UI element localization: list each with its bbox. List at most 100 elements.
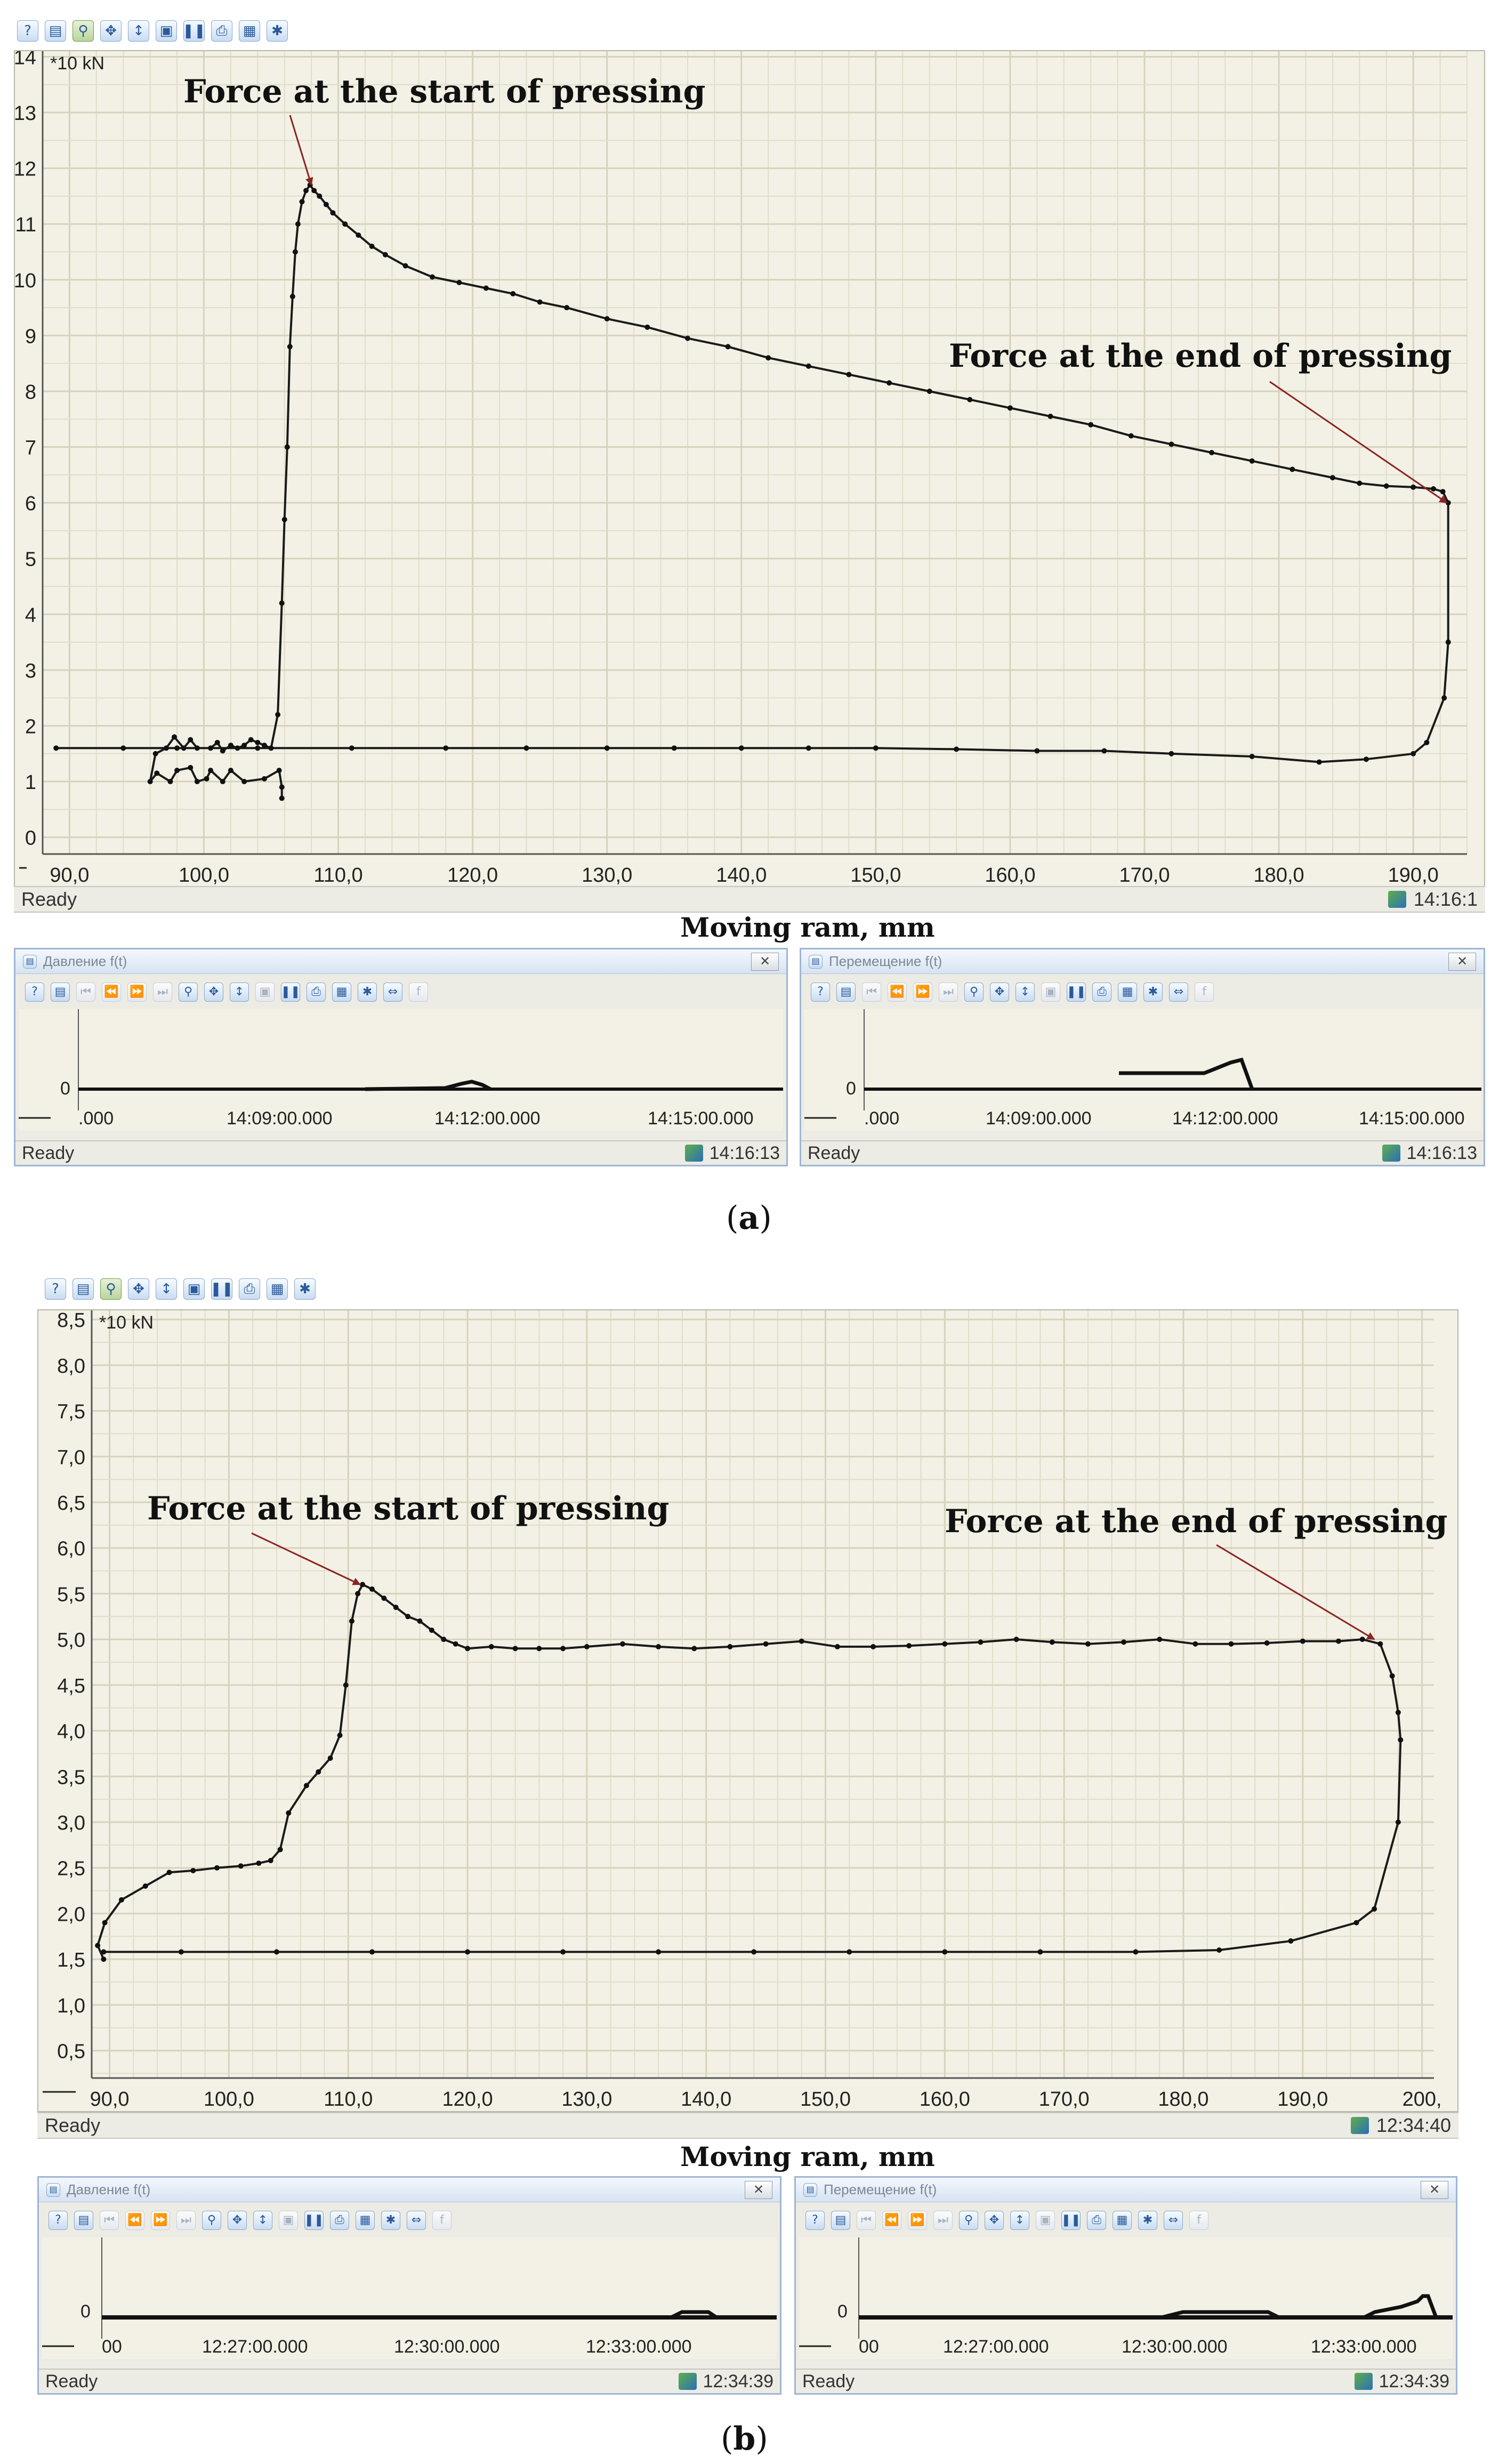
pause-icon[interactable]: ❚❚ bbox=[281, 983, 300, 1002]
zoom-icon[interactable]: ⚲ bbox=[959, 2211, 978, 2230]
function-icon[interactable]: f bbox=[432, 2211, 452, 2230]
scale-icon[interactable]: ↕ bbox=[1010, 2211, 1029, 2230]
zoom-icon[interactable]: ⚲ bbox=[72, 20, 94, 42]
properties-icon[interactable]: ▤ bbox=[831, 2211, 850, 2230]
last-icon[interactable]: ⏭ bbox=[939, 983, 958, 1002]
mini-plot[interactable]: 0 .000 14:09:00.000 14:12:00.000 14:15:0… bbox=[804, 1009, 1481, 1131]
forward-icon[interactable]: ⏩ bbox=[127, 983, 147, 1002]
fit-icon[interactable]: ▣ bbox=[1041, 983, 1060, 1002]
mini-window-displacement-b[interactable]: ▤ Перемещение f(t) ✕ ? ▤ ⏮ ⏪ ⏩ ⏭ ⚲ ✥ ↕ ▣ … bbox=[794, 2176, 1457, 2395]
pan-icon[interactable]: ✥ bbox=[128, 1278, 149, 1300]
settings-icon[interactable]: ✱ bbox=[358, 983, 377, 1002]
mini-window-displacement-a[interactable]: ▤ Перемещение f(t) ✕ ? ▤ ⏮ ⏪ ⏩ ⏭ ⚲ ✥ ↕ ▣ … bbox=[800, 948, 1485, 1166]
first-icon[interactable]: ⏮ bbox=[862, 983, 881, 1002]
pause-icon[interactable]: ❚❚ bbox=[1061, 2211, 1081, 2230]
help-icon[interactable]: ? bbox=[805, 2211, 825, 2230]
mini-plot[interactable]: 0 .000 14:09:00.000 14:12:00.000 14:15:0… bbox=[19, 1009, 783, 1131]
properties-icon[interactable]: ▤ bbox=[51, 983, 70, 1002]
settings-icon[interactable]: ✱ bbox=[381, 2211, 400, 2230]
tray-icon bbox=[678, 2373, 697, 2390]
properties-icon[interactable]: ▤ bbox=[74, 2211, 93, 2230]
help-icon[interactable]: ? bbox=[49, 2211, 68, 2230]
last-icon[interactable]: ⏭ bbox=[153, 983, 172, 1002]
mini-plot[interactable]: 0 00 12:27:00.000 12:30:00.000 12:33:00.… bbox=[799, 2237, 1453, 2359]
settings-icon[interactable]: ✱ bbox=[267, 20, 288, 42]
pause-icon[interactable]: ❚❚ bbox=[1067, 983, 1086, 1002]
settings-icon[interactable]: ✱ bbox=[1143, 983, 1163, 1002]
export-icon[interactable]: ▦ bbox=[267, 1278, 288, 1300]
settings-icon[interactable]: ✱ bbox=[1138, 2211, 1157, 2230]
rewind-icon[interactable]: ⏪ bbox=[882, 2211, 901, 2230]
first-icon[interactable]: ⏮ bbox=[76, 983, 95, 1002]
settings-icon[interactable]: ✱ bbox=[294, 1278, 316, 1300]
help-icon[interactable]: ? bbox=[17, 20, 38, 42]
forward-icon[interactable]: ⏩ bbox=[913, 983, 932, 1002]
print-icon[interactable]: ⎙ bbox=[1087, 2211, 1106, 2230]
mini-window-pressure-b[interactable]: ▤ Давление f(t) ✕ ? ▤ ⏮ ⏪ ⏩ ⏭ ⚲ ✥ ↕ ▣ ❚❚ … bbox=[37, 2176, 781, 2395]
data-point bbox=[1101, 748, 1107, 754]
pause-icon[interactable]: ❚❚ bbox=[182, 20, 206, 42]
chart-a[interactable]: 0 1 2 3 4 5 6 7 8 9 10 11 12 13 14 90,0 100,0 110,0 120,0 1… bbox=[14, 50, 1485, 887]
function-icon[interactable]: f bbox=[409, 983, 428, 1002]
marker-icon[interactable]: ⇔ bbox=[1164, 2211, 1183, 2230]
close-button[interactable]: ✕ bbox=[1421, 2181, 1448, 2199]
zoom-icon[interactable]: ⚲ bbox=[100, 1278, 122, 1300]
scale-icon[interactable]: ↕ bbox=[253, 2211, 272, 2230]
close-button[interactable]: ✕ bbox=[751, 953, 779, 971]
export-icon[interactable]: ▦ bbox=[356, 2211, 375, 2230]
pan-icon[interactable]: ✥ bbox=[204, 983, 223, 1002]
marker-icon[interactable]: ⇔ bbox=[407, 2211, 426, 2230]
scale-icon[interactable]: ↕ bbox=[230, 983, 249, 1002]
first-icon[interactable]: ⏮ bbox=[857, 2211, 876, 2230]
export-icon[interactable]: ▦ bbox=[332, 983, 351, 1002]
pan-icon[interactable]: ✥ bbox=[100, 20, 122, 42]
last-icon[interactable]: ⏭ bbox=[933, 2211, 953, 2230]
properties-icon[interactable]: ▤ bbox=[45, 20, 66, 42]
export-icon[interactable]: ▦ bbox=[1113, 2211, 1132, 2230]
rewind-icon[interactable]: ⏪ bbox=[888, 983, 907, 1002]
zoom-icon[interactable]: ⚲ bbox=[179, 983, 198, 1002]
mini-plot[interactable]: 0 00 12:27:00.000 12:30:00.000 12:33:00.… bbox=[42, 2237, 777, 2359]
zoom-icon[interactable]: ⚲ bbox=[964, 983, 984, 1002]
help-icon[interactable]: ? bbox=[25, 983, 44, 1002]
fit-icon[interactable]: ▣ bbox=[183, 1278, 205, 1300]
print-icon[interactable]: ⎙ bbox=[239, 1278, 260, 1300]
properties-icon[interactable]: ▤ bbox=[836, 983, 856, 1002]
rewind-icon[interactable]: ⏪ bbox=[125, 2211, 144, 2230]
help-icon[interactable]: ? bbox=[811, 983, 830, 1002]
zoom-icon[interactable]: ⚲ bbox=[202, 2211, 221, 2230]
help-icon[interactable]: ? bbox=[45, 1278, 66, 1300]
pan-icon[interactable]: ✥ bbox=[228, 2211, 247, 2230]
scale-icon[interactable]: ↕ bbox=[128, 20, 149, 42]
pan-icon[interactable]: ✥ bbox=[990, 983, 1009, 1002]
first-icon[interactable]: ⏮ bbox=[100, 2211, 119, 2230]
scale-icon[interactable]: ↕ bbox=[1016, 983, 1035, 1002]
fit-icon[interactable]: ▣ bbox=[1036, 2211, 1055, 2230]
mini-window-pressure-a[interactable]: ▤ Давление f(t) ✕ ? ▤ ⏮ ⏪ ⏩ ⏭ ⚲ ✥ ↕ ▣ ❚❚ … bbox=[14, 948, 788, 1166]
fit-icon[interactable]: ▣ bbox=[156, 20, 177, 42]
function-icon[interactable]: f bbox=[1195, 983, 1214, 1002]
print-icon[interactable]: ⎙ bbox=[330, 2211, 349, 2230]
last-icon[interactable]: ⏭ bbox=[176, 2211, 196, 2230]
pause-icon[interactable]: ❚❚ bbox=[210, 1278, 233, 1300]
export-icon[interactable]: ▦ bbox=[239, 20, 260, 42]
marker-icon[interactable]: ⇔ bbox=[1169, 983, 1188, 1002]
chart-b[interactable]: 0,5 1,0 1,5 2,0 2,5 3,0 3,5 4,0 4,5 5,0 5,5 6,0 6,5 7… bbox=[37, 1309, 1458, 2112]
print-icon[interactable]: ⎙ bbox=[1092, 983, 1111, 1002]
forward-icon[interactable]: ⏩ bbox=[908, 2211, 927, 2230]
forward-icon[interactable]: ⏩ bbox=[151, 2211, 170, 2230]
marker-icon[interactable]: ⇔ bbox=[383, 983, 402, 1002]
pan-icon[interactable]: ✥ bbox=[985, 2211, 1004, 2230]
close-button[interactable]: ✕ bbox=[745, 2181, 772, 2199]
properties-icon[interactable]: ▤ bbox=[72, 1278, 94, 1300]
close-button[interactable]: ✕ bbox=[1448, 953, 1476, 971]
print-icon[interactable]: ⎙ bbox=[307, 983, 326, 1002]
print-icon[interactable]: ⎙ bbox=[211, 20, 232, 42]
fit-icon[interactable]: ▣ bbox=[279, 2211, 298, 2230]
pause-icon[interactable]: ❚❚ bbox=[304, 2211, 324, 2230]
scale-icon[interactable]: ↕ bbox=[156, 1278, 177, 1300]
function-icon[interactable]: f bbox=[1189, 2211, 1208, 2230]
fit-icon[interactable]: ▣ bbox=[255, 983, 275, 1002]
rewind-icon[interactable]: ⏪ bbox=[102, 983, 121, 1002]
export-icon[interactable]: ▦ bbox=[1118, 983, 1137, 1002]
